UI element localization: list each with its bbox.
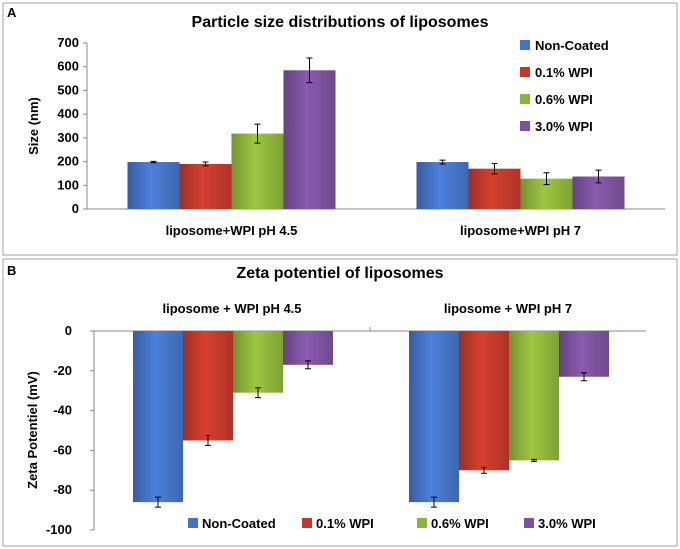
panel-a-legend-label: 0.1% WPI bbox=[535, 65, 593, 80]
panel-a-error-bar bbox=[543, 172, 550, 186]
panel-b-bar bbox=[409, 331, 459, 503]
panel-a-legend-swatch bbox=[520, 94, 530, 104]
panel-a-ytick-label: 0 bbox=[72, 201, 79, 216]
panel-a-bar bbox=[179, 163, 232, 209]
panel-a-legend-label: Non-Coated bbox=[535, 38, 609, 53]
panel-a-error-bar bbox=[491, 162, 498, 175]
panel-b-error-bar bbox=[205, 434, 211, 446]
panel-b-error-bar bbox=[431, 496, 437, 508]
panel-b-legend-label: 0.6% WPI bbox=[431, 516, 489, 531]
panel-b-plot: 0 -20 -40 -60 -80 -100 Zeta Potentiel (mV) lipo… bbox=[25, 301, 646, 537]
panel-a-legend-swatch bbox=[520, 40, 530, 50]
panel-b-legend-label: 3.0% WPI bbox=[538, 516, 596, 531]
panel-b-ytick-label: -80 bbox=[53, 482, 72, 497]
panel-b-bar bbox=[133, 331, 183, 503]
panel-a-bar bbox=[127, 162, 180, 209]
panel-b-label: B bbox=[7, 263, 16, 278]
panel-a-error-bar bbox=[595, 169, 602, 184]
panel-a-bar bbox=[416, 162, 469, 209]
panel-a-bar bbox=[231, 133, 284, 209]
panel-a-legend-swatch bbox=[520, 67, 530, 77]
panel-b-legend-swatch bbox=[417, 518, 427, 528]
panel-b-legend-swatch bbox=[188, 518, 198, 528]
panel-a-bar bbox=[283, 70, 336, 210]
panel-a-ytick-label: 200 bbox=[57, 154, 79, 169]
panel-b-bar bbox=[233, 331, 283, 393]
panel-b-frame bbox=[2, 258, 678, 547]
panel-a-legend-label: 0.6% WPI bbox=[535, 92, 593, 107]
panel-b-category-label: liposome + WPI pH 4.5 bbox=[162, 301, 301, 316]
panel-b-error-bar bbox=[155, 496, 161, 508]
panel-a-bar bbox=[468, 168, 521, 209]
panel-b-error-bar bbox=[305, 360, 311, 370]
panel-b-ytick-label: -60 bbox=[53, 442, 72, 457]
panel-b-error-bar bbox=[581, 372, 587, 382]
panel-b-bar bbox=[459, 331, 509, 471]
panel-a-ytick-label: 400 bbox=[57, 106, 79, 121]
panel-a-label: A bbox=[7, 5, 17, 20]
panel-b-bar bbox=[183, 331, 233, 441]
panel-b-ytick-label: -20 bbox=[53, 363, 72, 378]
panel-b-legend-swatch bbox=[302, 518, 312, 528]
panel-b-bar bbox=[559, 331, 609, 377]
panel-b-ytick-label: -100 bbox=[46, 522, 72, 537]
panel-a-title: Particle size distributions of liposomes bbox=[192, 14, 489, 31]
panel-a-error-bar bbox=[202, 161, 209, 167]
panel-a-error-bar bbox=[150, 160, 157, 164]
panel-b-legend-label: Non-Coated bbox=[202, 516, 276, 531]
panel-a-ytick-label: 300 bbox=[57, 130, 79, 145]
panel-b-ytick-label: -40 bbox=[53, 403, 72, 418]
panel-a-ytick-label: 700 bbox=[57, 35, 79, 50]
panel-b-bar bbox=[283, 331, 333, 365]
panel-a-legend-swatch bbox=[520, 121, 530, 131]
panel-b-bar bbox=[509, 331, 559, 461]
panel-a-ytick-label: 500 bbox=[57, 82, 79, 97]
panel-a-category-label: liposome+WPI pH 4.5 bbox=[166, 223, 298, 238]
panel-a-ytick-label: 100 bbox=[57, 177, 79, 192]
panel-b-ytick-label: 0 bbox=[65, 323, 72, 338]
panel-a-ytick-label: 600 bbox=[57, 59, 79, 74]
panel-b-legend-swatch bbox=[524, 518, 534, 528]
panel-a-error-bar bbox=[439, 159, 446, 165]
panel-b-legend-label: 0.1% WPI bbox=[316, 516, 374, 531]
panel-a-category-label: liposome+WPI pH 7 bbox=[460, 223, 581, 238]
panel-b-category-label: liposome + WPI pH 7 bbox=[444, 301, 572, 316]
panel-a-error-bar bbox=[306, 57, 313, 84]
panel-b-error-bar bbox=[531, 458, 537, 462]
panel-a-frame bbox=[2, 2, 678, 256]
panel-a-error-bar bbox=[254, 123, 261, 144]
panel-b-error-bar bbox=[481, 466, 487, 474]
panel-b-title: Zeta potentiel of liposomes bbox=[236, 265, 443, 282]
panel-a-legend-label: 3.0% WPI bbox=[535, 119, 593, 134]
panel-a-y-axis-label: Size (nm) bbox=[26, 97, 41, 155]
panel-b-y-axis-label: Zeta Potentiel (mV) bbox=[25, 371, 40, 489]
panel-b-error-bar bbox=[255, 387, 261, 399]
panel-a-plot: 0 100 200 300 400 500 600 700 Size (nm) liposome+… bbox=[26, 35, 665, 238]
